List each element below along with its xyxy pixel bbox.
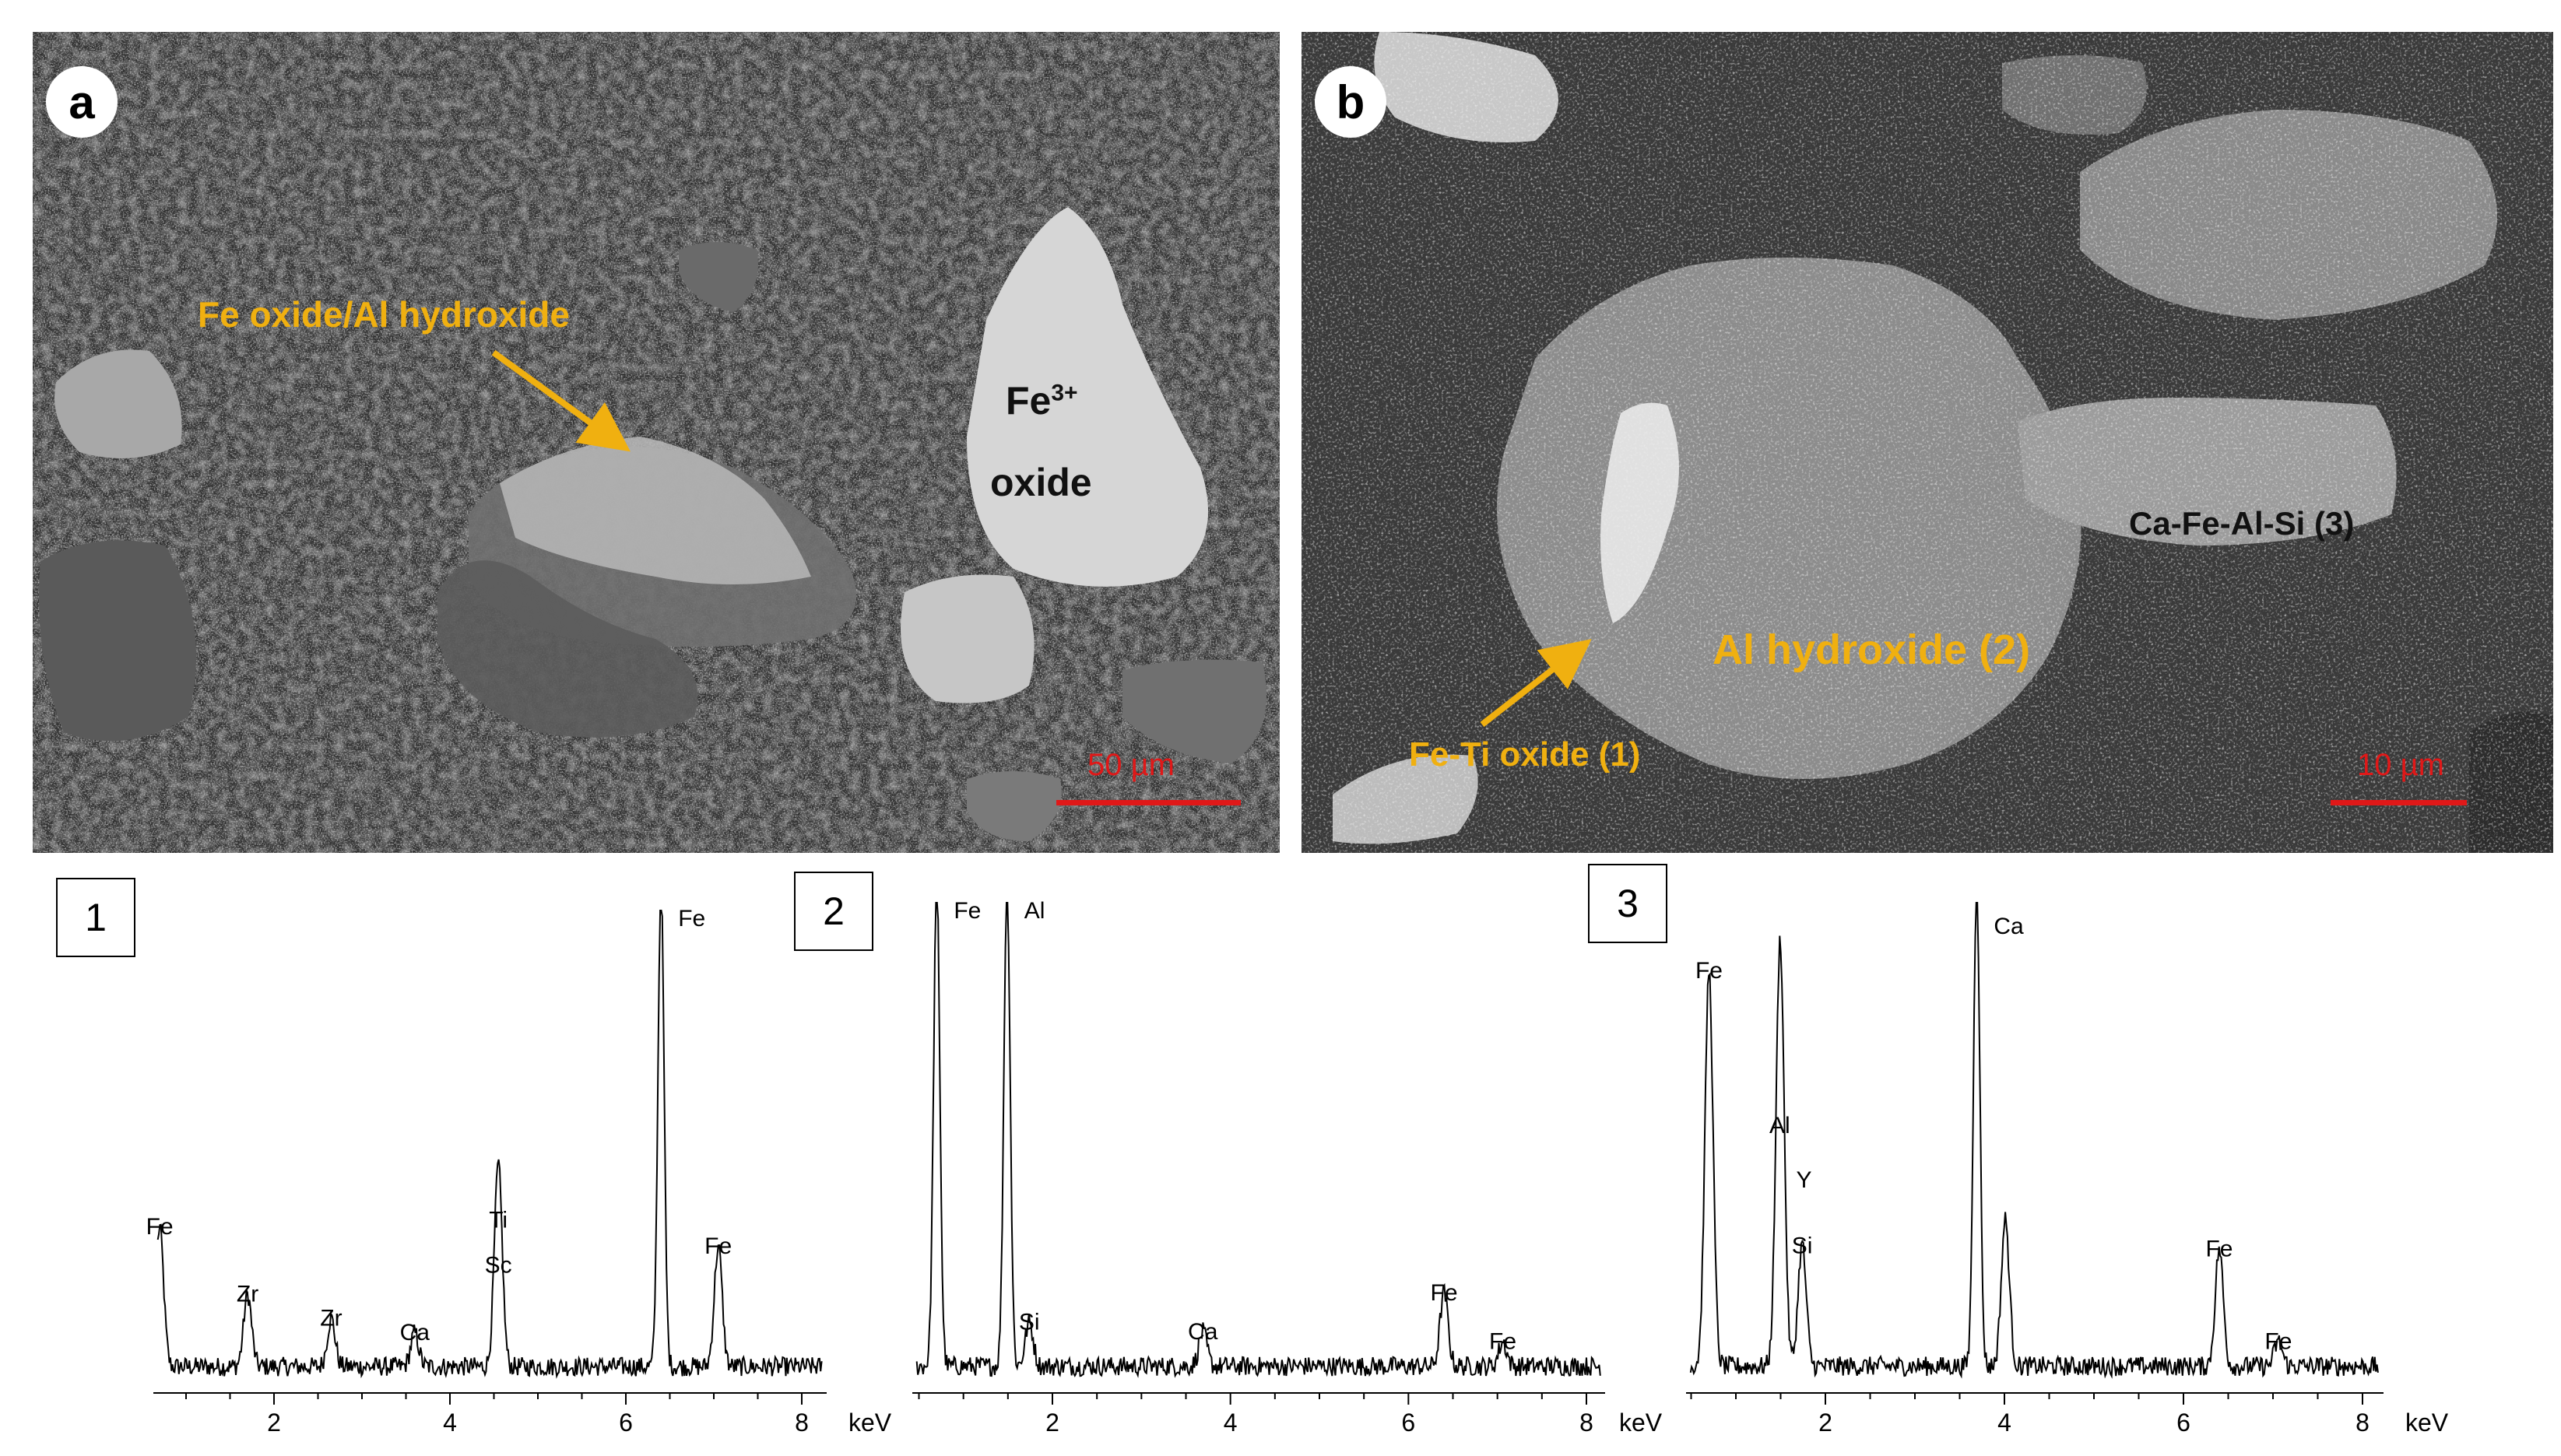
label-al-hydroxide: Al hydroxide (2) [1713,626,2031,673]
spectrum-3-peak-label: Fe [2205,1237,2233,1262]
spectrum-1-peak-label: Fe [146,1214,174,1240]
spectrum-2-tick-label: 2 [1045,1409,1059,1437]
arrow-fe-ti-oxide [1480,639,1592,728]
spectrum-2-tick-label: 4 [1224,1409,1238,1437]
label-ca-fe-al-si: Ca-Fe-Al-Si (3) [2129,505,2355,542]
spectrum-1-tick-label: 4 [443,1409,457,1437]
spectrum-3-peak-label: Si [1792,1233,1813,1258]
spectrum-2-trace [915,902,1601,1378]
spectrum-3-label-box: 3 [1588,864,1667,943]
label-oxide: oxide [990,461,1092,504]
scale-bar-a [1056,800,1241,805]
scale-bar-b [2331,800,2467,805]
sem-image-panel-b: b Ca-Fe-Al-Si (3) Al hydroxide (2) Fe-Ti… [1302,32,2553,853]
scale-text-b: 10 µm [2357,748,2444,782]
sem-image-b-texture [1302,32,2553,853]
arrow-fe-oxide [491,349,631,452]
label-fe-ti-oxide: Fe-Ti oxide (1) [1409,735,1641,774]
spectrum-3-peak-label: Al [1769,1113,1790,1138]
spectrum-3-tick-label: 8 [2355,1409,2370,1437]
spectrum-1-trace [156,910,823,1379]
fe-text: Fe [1006,379,1052,423]
spectrum-2-peak-label: Fe [954,898,981,924]
spectrum-1-peak-label: Fe [678,906,705,931]
spectrum-1-label-box: 1 [56,878,135,957]
spectrum-2-peak-label: Fe [1431,1280,1458,1306]
spectrum-2-xlabel: keV [1619,1409,1663,1437]
spectrum-1-peak-label: Fe [704,1233,732,1259]
spectrum-1-peak-label: Sc [485,1252,512,1278]
sem-image-panel-a: a Fe oxide/Al hydroxide Fe3+ oxide 50 µm [33,32,1280,853]
spectrum-2-label-box: 2 [794,872,873,951]
spectrum-3-tick-label: 2 [1818,1409,1832,1437]
spectrum-3-xlabel: keV [2405,1409,2449,1437]
spectrum-3-peak-label: Fe [1695,958,1723,984]
spectrum-3-tick-label: 4 [1997,1409,2011,1437]
spectrum-1-peak-label: Ca [400,1320,430,1345]
spectrum-3-tick-label: 6 [2176,1409,2190,1437]
spectrum-3-peak-label: Y [1796,1167,1811,1193]
scale-text-a: 50 µm [1087,748,1175,782]
spectrum-1-tick-label: 8 [795,1409,809,1437]
spectrum-2-tick-label: 8 [1579,1409,1593,1437]
label-fe3-oxide-line1: Fe3+ [1006,378,1078,423]
spectrum-1-peak-label: Zr [320,1305,342,1331]
spectrum-1-xlabel: keV [848,1409,892,1437]
spectrum-1-tick-label: 2 [267,1409,281,1437]
spectrum-3-peak-label: Fe [2264,1329,2292,1355]
spectrum-1-tick-label: 6 [619,1409,633,1437]
eds-spectra: 2 4 6 8 keV Fe Zr Zr Ca Sc Ti Fe Fe 2 4 6 8 keV Fe Al Si Ca Fe… [146,898,2449,1437]
spectrum-2-peak-label: Ca [1188,1319,1218,1345]
panel-b-badge: b [1315,66,1386,138]
fe-charge-superscript: 3+ [1051,380,1078,406]
sem-image-a-texture [33,32,1280,853]
spectrum-2-peak-label: Al [1024,898,1045,924]
spectrum-1-peak-label: Ti [489,1207,508,1233]
spectrum-2-peak-label: Fe [1489,1329,1516,1355]
spectrum-2-tick-label: 6 [1401,1409,1415,1437]
label-fe-oxide-al-hydroxide: Fe oxide/Al hydroxide [198,294,570,335]
spectrum-3-trace [1689,902,2379,1379]
panel-a-badge: a [46,66,118,138]
spectrum-3-peak-label: Ca [1994,914,2024,939]
spectrum-2-peak-label: Si [1019,1310,1040,1335]
spectrum-1-peak-label: Zr [237,1281,258,1307]
